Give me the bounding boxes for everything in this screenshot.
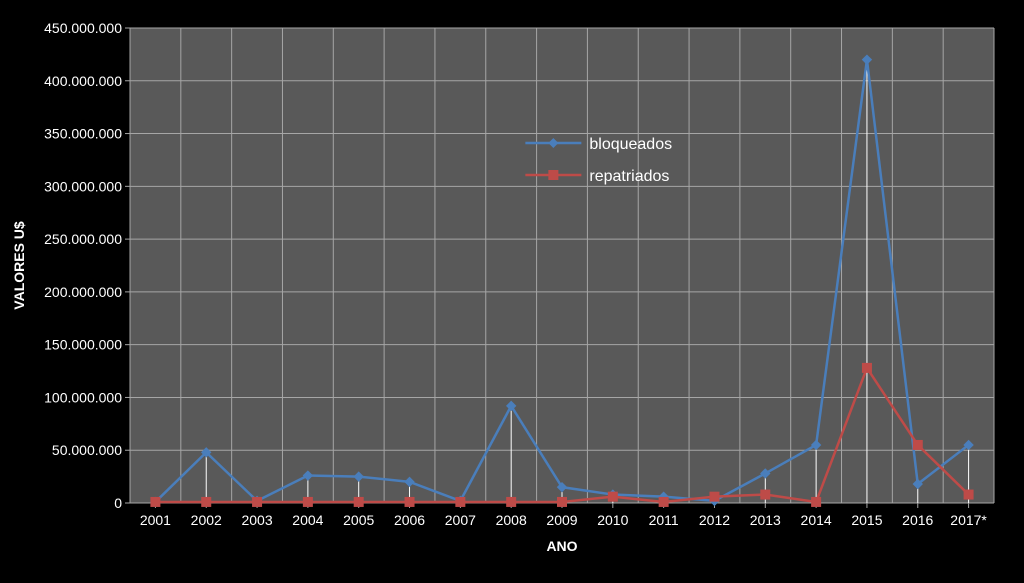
- y-axis-title: VALORES U$: [11, 221, 27, 310]
- legend-marker-square: [548, 170, 558, 180]
- marker-repatriados: [710, 492, 719, 501]
- legend-label: repatriados: [589, 168, 669, 185]
- y-tick-label: 0: [114, 495, 122, 511]
- marker-repatriados: [761, 490, 770, 499]
- y-tick-label: 150.000.000: [44, 337, 122, 353]
- x-tick-label: 2007: [445, 512, 476, 528]
- y-tick-label: 100.000.000: [44, 389, 122, 405]
- marker-repatriados: [303, 497, 312, 506]
- y-tick-label: 450.000.000: [44, 20, 122, 36]
- marker-repatriados: [405, 497, 414, 506]
- x-tick-label: 2003: [241, 512, 272, 528]
- marker-repatriados: [913, 440, 922, 449]
- marker-repatriados: [659, 497, 668, 506]
- marker-repatriados: [812, 497, 821, 506]
- x-axis-title: ANO: [546, 538, 577, 554]
- marker-repatriados: [456, 497, 465, 506]
- marker-repatriados: [608, 492, 617, 501]
- y-tick-label: 400.000.000: [44, 73, 122, 89]
- y-tick-label: 200.000.000: [44, 284, 122, 300]
- x-tick-label: 2011: [649, 512, 679, 528]
- x-tick-label: 2006: [394, 512, 425, 528]
- x-tick-label: 2002: [191, 512, 222, 528]
- marker-repatriados: [253, 497, 262, 506]
- x-tick-label: 2014: [801, 512, 832, 528]
- marker-repatriados: [151, 497, 160, 506]
- legend-label: bloqueados: [589, 136, 672, 153]
- line-chart: 0 50.000.000 100.000.000 150.000.000 200.000…: [0, 0, 1024, 583]
- y-tick-label: 350.000.000: [44, 126, 122, 142]
- x-tick-label: 2009: [546, 512, 577, 528]
- marker-repatriados: [354, 497, 363, 506]
- x-tick-label: 2001: [140, 512, 171, 528]
- marker-repatriados: [507, 497, 516, 506]
- x-tick-label: 2015: [851, 512, 882, 528]
- x-tick-label: 2016: [902, 512, 933, 528]
- x-tick-label: 2010: [597, 512, 628, 528]
- x-tick-label: 2005: [343, 512, 374, 528]
- marker-repatriados: [202, 497, 211, 506]
- x-tick-label: 2008: [496, 512, 527, 528]
- chart-svg: 0 50.000.000 100.000.000 150.000.000 200.000…: [0, 0, 1024, 583]
- x-tick-label: 2017*: [950, 512, 987, 528]
- x-tick-label: 2012: [699, 512, 730, 528]
- marker-repatriados: [964, 490, 973, 499]
- plot-area: [130, 28, 994, 503]
- marker-repatriados: [558, 497, 567, 506]
- x-tick-label: 2004: [292, 512, 323, 528]
- marker-repatriados: [862, 363, 871, 372]
- y-tick-label: 300.000.000: [44, 178, 122, 194]
- x-tick-label: 2013: [750, 512, 781, 528]
- y-tick-label: 50.000.000: [52, 442, 122, 458]
- y-tick-label: 250.000.000: [44, 231, 122, 247]
